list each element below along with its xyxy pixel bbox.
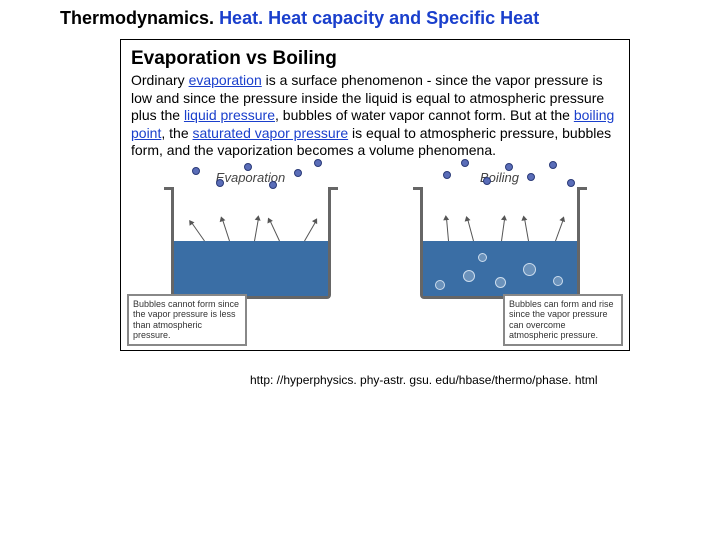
boiling-beaker: [420, 189, 580, 299]
link-evaporation[interactable]: evaporation: [189, 72, 262, 88]
molecule-icon: [244, 163, 252, 171]
content-box: Evaporation vs Boiling Ordinary evaporat…: [120, 39, 630, 351]
vapor-arrow-icon: [254, 219, 259, 241]
bubble-icon: [553, 276, 563, 286]
bubble-icon: [478, 253, 487, 262]
beaker-lip-icon: [413, 187, 423, 190]
molecule-icon: [314, 159, 322, 167]
molecule-icon: [294, 169, 302, 177]
bubble-icon: [495, 277, 506, 288]
beaker-lip-icon: [328, 187, 338, 190]
molecule-icon: [269, 181, 277, 189]
vapor-arrow-icon: [191, 222, 204, 241]
link-saturated-vapor-pressure[interactable]: saturated vapor pressure: [193, 125, 349, 141]
molecule-icon: [567, 179, 575, 187]
vapor-arrow-icon: [524, 219, 529, 241]
molecule-icon: [483, 177, 491, 185]
vapor-arrow-icon: [501, 219, 505, 241]
molecule-icon: [216, 179, 224, 187]
boiling-panel: Boiling: [380, 170, 619, 340]
evaporation-title: Evaporation: [131, 170, 370, 185]
vapor-arrow-icon: [446, 219, 449, 241]
text-mid2: , bubbles of water vapor cannot form. Bu…: [275, 107, 574, 123]
boiling-callout: Bubbles can form and rise since the vapo…: [503, 294, 623, 345]
bubble-icon: [435, 280, 445, 290]
vapor-arrow-icon: [269, 220, 279, 240]
page-title: Thermodynamics. Heat. Heat capacity and …: [0, 0, 720, 39]
molecule-icon: [461, 159, 469, 167]
beaker-lip-icon: [577, 187, 587, 190]
bubble-icon: [463, 270, 475, 282]
water-fill: [174, 241, 328, 296]
vapor-arrow-icon: [222, 219, 230, 240]
link-liquid-pressure[interactable]: liquid pressure: [184, 107, 275, 123]
vapor-arrow-icon: [304, 221, 316, 241]
molecule-icon: [192, 167, 200, 175]
section-body: Ordinary evaporation is a surface phenom…: [131, 72, 619, 160]
boiling-title: Boiling: [380, 170, 619, 185]
footer-url: http: //hyperphysics. phy-astr. gsu. edu…: [0, 351, 720, 387]
vapor-arrow-icon: [555, 220, 563, 241]
evaporation-beaker: [171, 189, 331, 299]
molecule-icon: [549, 161, 557, 169]
molecule-icon: [527, 173, 535, 181]
bubble-icon: [523, 263, 536, 276]
vapor-arrow-icon: [467, 219, 474, 241]
title-part2: Heat. Heat capacity and Specific Heat: [219, 8, 539, 28]
section-heading: Evaporation vs Boiling: [131, 48, 619, 70]
molecule-icon: [505, 163, 513, 171]
diagram: Evaporation Bubbles cannot form since th…: [131, 170, 619, 340]
beaker-lip-icon: [164, 187, 174, 190]
water-fill: [423, 241, 577, 296]
title-part1: Thermodynamics: [60, 8, 209, 28]
title-sep: .: [209, 8, 219, 28]
evaporation-callout: Bubbles cannot form since the vapor pres…: [127, 294, 247, 345]
text-pre: Ordinary: [131, 72, 189, 88]
text-mid3: , the: [161, 125, 192, 141]
evaporation-panel: Evaporation Bubbles cannot form since th…: [131, 170, 370, 340]
molecule-icon: [443, 171, 451, 179]
